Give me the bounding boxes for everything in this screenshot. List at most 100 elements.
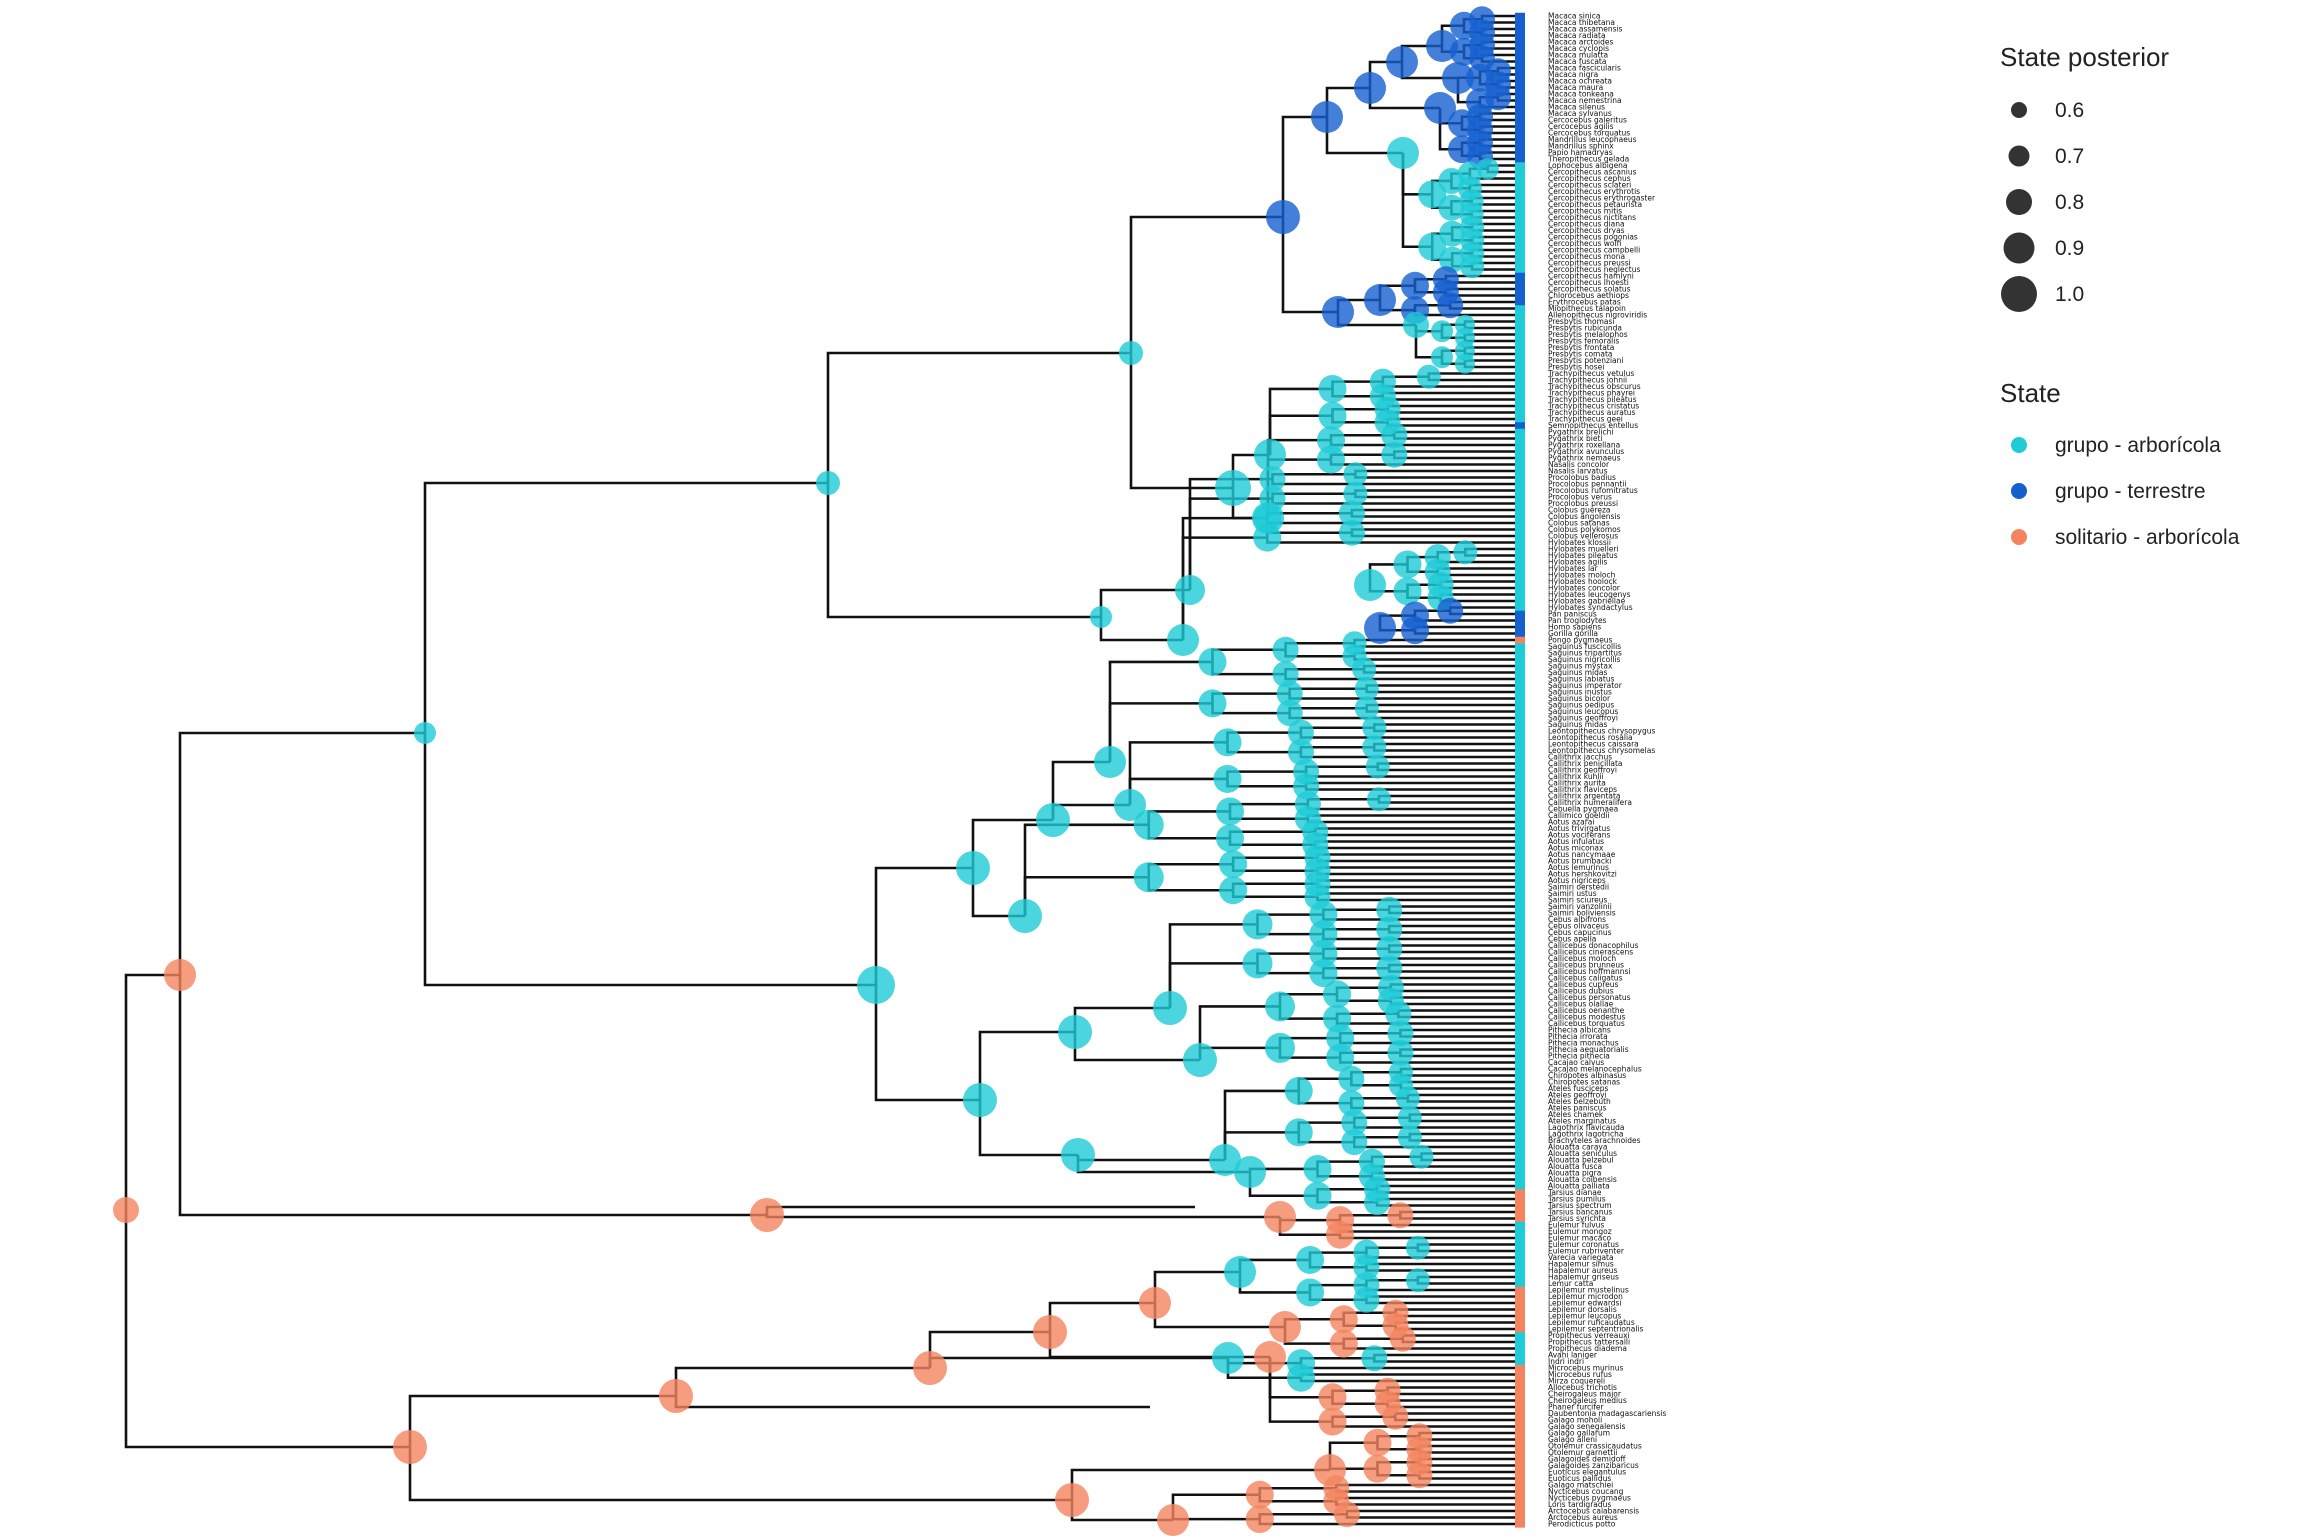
- ancestral-state-node: [1366, 787, 1391, 812]
- tip-state-bar: [1515, 1000, 1525, 1008]
- tip-label: Trachypithecus obscurus: [1547, 382, 1641, 391]
- tip-state-bar: [1515, 480, 1525, 488]
- tree-branch: [1389, 983, 1520, 988]
- tip-label: Hylobates klossii: [1548, 538, 1611, 547]
- ancestral-state-node: [1094, 746, 1126, 778]
- tree-branch: [1316, 857, 1520, 863]
- ancestral-state-node: [1209, 1144, 1241, 1176]
- tree-branch: [1394, 1416, 1520, 1422]
- tree-branch: [1394, 1308, 1520, 1313]
- tip-label: Ateles marginatus: [1548, 1117, 1616, 1126]
- ancestral-state-node: [1353, 1286, 1380, 1313]
- tree-branch: [1420, 1152, 1520, 1157]
- tree-branch: [1418, 1475, 1520, 1480]
- tip-state-bar: [1515, 532, 1525, 540]
- tip-label: Lepilemur leucopus: [1548, 1312, 1621, 1321]
- ancestral-state-node: [1309, 939, 1338, 968]
- legend: State posterior 0.6 0.7 0.8 0.9 1.0 State gr…: [2000, 42, 2240, 549]
- tip-label: Macaca tonkeana: [1548, 90, 1614, 99]
- tree-branch: [1365, 1262, 1520, 1268]
- ancestral-state-node: [1213, 764, 1242, 793]
- tip-label: Macaca nigra: [1548, 70, 1598, 79]
- tree-branch: [1399, 1033, 1520, 1038]
- tip-label: Cercopithecus campbelli: [1548, 246, 1640, 255]
- tip-label: Procolobus verus: [1548, 493, 1612, 502]
- tree-branch: [1362, 664, 1520, 670]
- tip-state-bar: [1515, 760, 1525, 768]
- ancestral-state-node: [1114, 789, 1146, 821]
- tip-label: Callimico goeldii: [1548, 811, 1610, 820]
- tree-branch: [1345, 1509, 1520, 1515]
- tip-label: Pan paniscus: [1548, 610, 1597, 619]
- tip-label: Saguinus inustus: [1548, 688, 1612, 697]
- tip-state-bar: [1515, 45, 1525, 53]
- tip-state-bar: [1515, 266, 1525, 274]
- tip-state-bar: [1515, 1020, 1525, 1028]
- tree-branch: [1306, 818, 1520, 824]
- ancestral-state-node: [1213, 728, 1242, 757]
- tree-branch: [1306, 804, 1520, 811]
- tip-state-bar: [1515, 1111, 1525, 1119]
- tip-state-bar: [1515, 1039, 1525, 1047]
- tip-state-bar: [1515, 311, 1525, 319]
- tip-state-bar: [1515, 526, 1525, 534]
- tip-state-bar: [1515, 90, 1525, 98]
- tip-state-bar: [1515, 1150, 1525, 1158]
- tip-state-bar: [1515, 565, 1525, 573]
- legend-state-label: grupo - terrestre: [2055, 480, 2206, 503]
- tip-state-bar: [1515, 812, 1525, 820]
- ancestral-state-node: [1276, 680, 1303, 707]
- tree-branch: [1313, 844, 1520, 850]
- ancestral-state-node: [1119, 341, 1143, 365]
- tree-branch: [1393, 435, 1520, 440]
- tip-label: Saimiri sciureus: [1548, 896, 1608, 905]
- tip-label: Saguinus leucopus: [1548, 707, 1618, 716]
- tip-label: Aotus hershkovitzi: [1548, 870, 1617, 879]
- tip-state-bar: [1515, 727, 1525, 735]
- tree-branch: [1265, 518, 1520, 525]
- tip-state-bar: [1515, 1215, 1525, 1223]
- tip-label: Cercopithecus sclateri: [1548, 181, 1631, 190]
- tree-branch: [408, 1447, 1072, 1502]
- tip-state-bar: [1515, 1429, 1525, 1437]
- legend-size-label: 0.8: [2055, 191, 2084, 214]
- tip-label: Macaca nemestrina: [1548, 96, 1622, 105]
- tip-state-bar: [1515, 467, 1525, 475]
- tip-state-bar: [1515, 961, 1525, 969]
- tree-branch: [1394, 1321, 1520, 1326]
- tip-state-bar: [1515, 630, 1525, 638]
- tree-branch: [1288, 693, 1520, 700]
- tree-branch: [1073, 1032, 1200, 1062]
- ancestral-state-node: [1326, 1043, 1355, 1072]
- tip-label: Cebus capucinus: [1548, 928, 1612, 937]
- tree-branch: [1271, 498, 1520, 505]
- tree-branch: [1299, 1373, 1520, 1378]
- tip-state-bar: [1515, 610, 1525, 618]
- tip-state-bar: [1515, 669, 1525, 677]
- tree-branch: [1373, 742, 1520, 748]
- tree-branch: [1387, 929, 1520, 934]
- ancestral-state-node: [1245, 1505, 1274, 1534]
- tree-branch: [1316, 866, 1520, 871]
- tip-state-bar: [1515, 571, 1525, 579]
- tree-branch: [1418, 1449, 1520, 1454]
- tip-state-bar: [1515, 142, 1525, 150]
- tree-branch: [826, 483, 1101, 619]
- tip-label: Papio hamadryas: [1548, 148, 1613, 157]
- tip-label: Alouatta coibensis: [1548, 1175, 1617, 1184]
- tree-branch: [1399, 1072, 1520, 1077]
- tip-state-bar: [1515, 84, 1525, 92]
- tip-state-bar: [1515, 292, 1525, 300]
- tip-state-bar: [1515, 929, 1525, 937]
- tip-state-bar: [1515, 916, 1525, 924]
- tip-label: Euoticus pallidus: [1548, 1474, 1611, 1483]
- tree-branch: [1386, 1386, 1520, 1391]
- tip-state-bar: [1515, 305, 1525, 313]
- tree-branch: [178, 731, 425, 975]
- tip-state-bar: [1515, 1189, 1525, 1197]
- tip-state-bar: [1515, 1332, 1525, 1340]
- tip-label: Aotus trivirgatus: [1548, 824, 1610, 833]
- tree-branch: [1387, 963, 1520, 969]
- tip-state-bar: [1515, 272, 1525, 280]
